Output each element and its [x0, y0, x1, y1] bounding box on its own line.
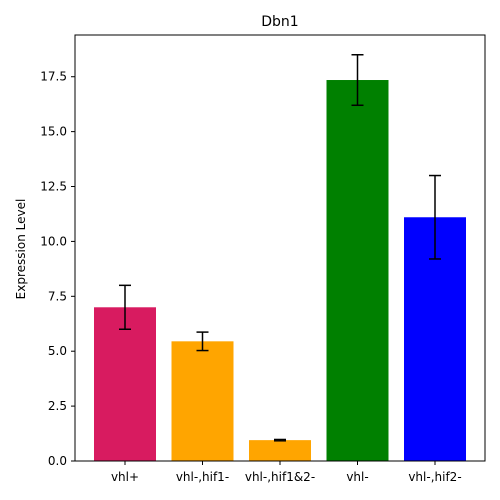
bar-1: [171, 341, 234, 461]
x-tick-label-3: vhl-: [346, 470, 368, 484]
bar-3: [326, 80, 389, 461]
x-tick-label-0: vhl+: [111, 470, 139, 484]
y-tick-label-2: 5.0: [48, 344, 67, 358]
bar-0: [94, 307, 156, 461]
x-tick-label-2: vhl-,hif1&2-: [245, 470, 315, 484]
chart-title: Dbn1: [261, 14, 298, 30]
bar-2: [249, 440, 311, 461]
y-tick-label-3: 7.5: [48, 289, 67, 303]
y-tick-label-4: 10.0: [40, 234, 67, 248]
plot-area: vhl+ vhl-,hif1- vhl-,hif1&2- vhl-vhl-,hif2-…: [40, 34, 486, 484]
y-tick-label-7: 17.5: [40, 70, 67, 84]
x-tick-label-4: vhl-,hif2-: [408, 470, 461, 484]
y-axis-label: Expression Level: [14, 199, 28, 300]
y-tick-label-6: 15.0: [40, 125, 67, 139]
y-tick-label-5: 12.5: [40, 180, 67, 194]
x-tick-label-1: vhl-,hif1-: [176, 470, 229, 484]
y-tick-label-0: 0.0: [48, 454, 67, 468]
y-tick-label-1: 2.5: [48, 399, 67, 413]
axes-frame: [74, 34, 486, 462]
